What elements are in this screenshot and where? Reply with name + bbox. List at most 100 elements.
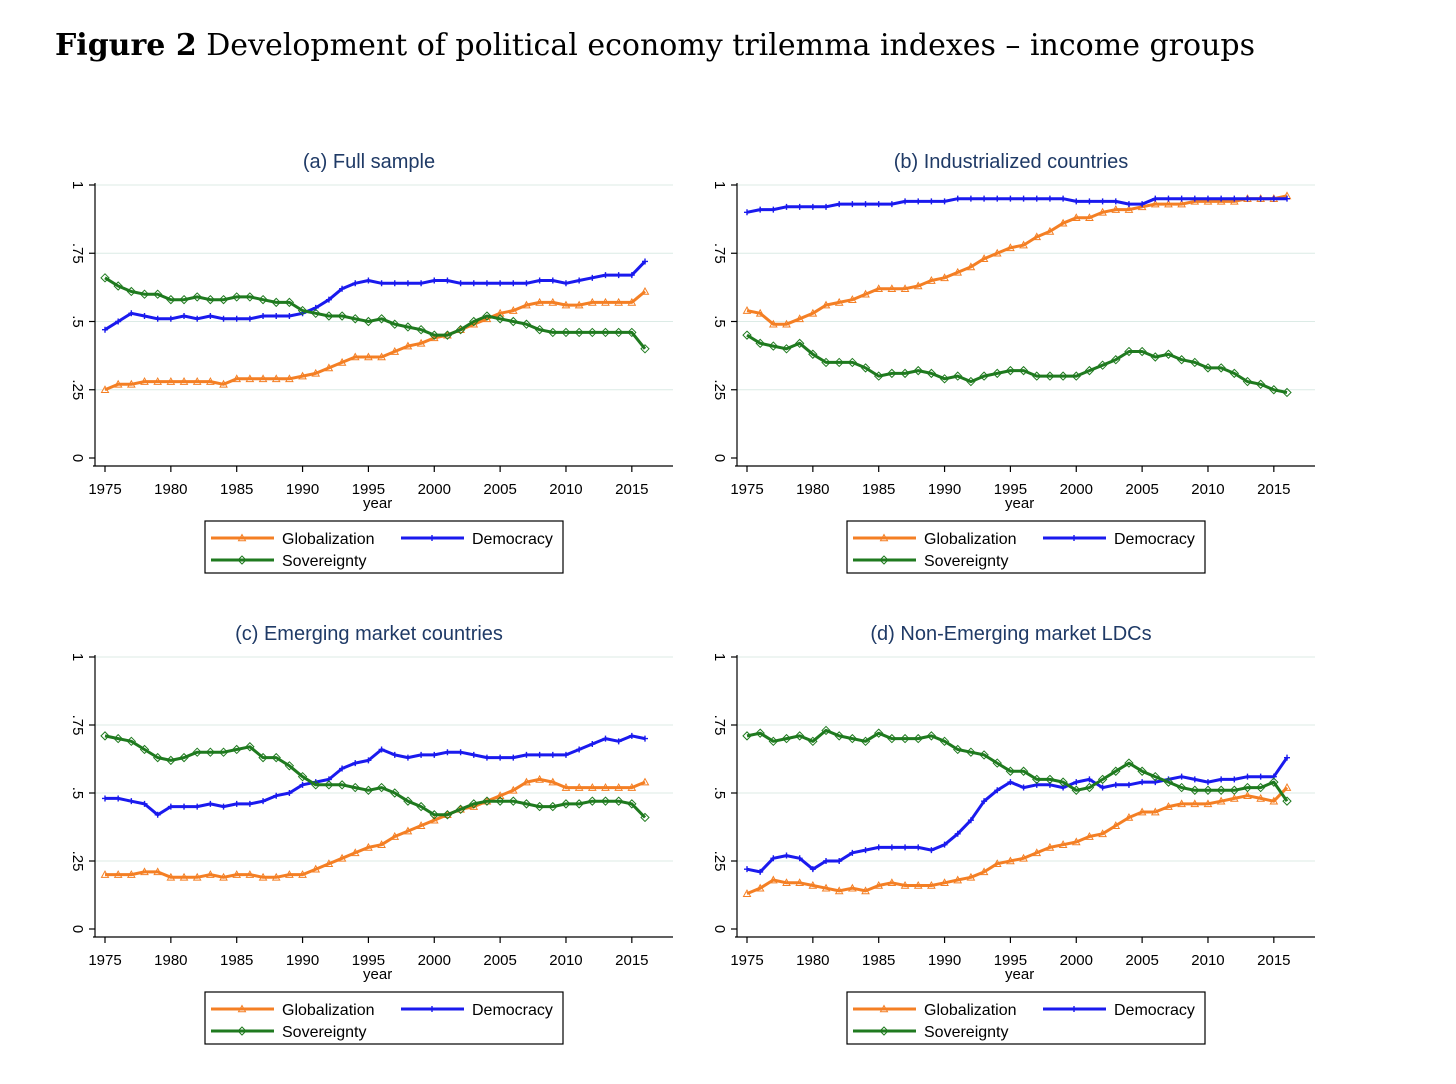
sovereignty-point [939,736,950,747]
sovereignty-point [311,308,321,319]
sovereignty-point [860,363,871,373]
legend-label-democracy: Democracy [472,531,553,548]
democracy-point [1270,195,1277,202]
globalization-point [416,338,426,347]
democracy-point [823,203,830,210]
y-tick-label: 1 [69,653,86,661]
globalization-point [403,826,413,835]
democracy-line [746,756,1289,874]
globalization-point [1032,848,1042,857]
democracy-point [809,866,816,873]
democracy-point [915,844,922,851]
democracy-point [1244,773,1251,780]
globalization-point [548,777,558,786]
sovereignty-point [166,755,176,766]
democracy-point [246,315,253,322]
globalization-point [192,377,202,385]
sovereignty-point [600,796,611,806]
globalization-point [113,379,123,388]
legend-box [846,991,1206,1045]
democracy-point [299,781,306,788]
sovereignty-point [1255,379,1266,389]
globalization-point [887,284,897,293]
democracy-point [510,280,517,287]
sovereignty-line [746,333,1288,394]
legend-marker-democracy [429,1006,435,1012]
globalization-point [561,783,571,791]
globalization-point [953,267,963,276]
globalization-point [126,870,136,878]
y-tick-label: .75 [711,243,728,264]
x-tick-label: 1975 [88,481,121,498]
globalization-point [821,300,831,309]
sovereignty-point [1032,774,1042,785]
democracy-point [339,765,346,772]
sovereignty-point [271,297,281,308]
democracy-point [615,272,622,279]
globalization-point [1177,799,1186,808]
sovereignty-point [508,796,518,806]
democracy-point [365,757,372,764]
sovereignty-point [390,788,400,798]
globalization-point [153,377,163,385]
globalization-point [535,297,544,306]
x-tick-label: 2000 [1060,952,1093,969]
democracy-point [1257,773,1264,780]
globalization-point [1045,842,1055,851]
globalization-point [232,870,242,878]
legend-marker-sovereignty [879,1026,889,1036]
sovereignty-point [166,294,176,305]
sovereignty-point [1242,782,1253,793]
globalization-point [848,295,857,303]
globalization-point [1006,856,1015,865]
democracy-point [431,277,438,284]
globalization-point [192,872,202,881]
sovereignty-point [442,810,453,820]
globalization-point [403,341,413,350]
sovereignty-point [953,371,963,381]
sovereignty-point [152,752,163,763]
globalization-point [587,297,597,306]
x-tick-label: 1980 [154,481,187,498]
democracy-point [1204,195,1211,202]
sovereignty-point [376,314,387,324]
x-tick-label: 2015 [1257,952,1290,969]
x-tick-label: 1990 [286,952,319,969]
democracy-point [757,868,764,875]
democracy-point [1020,784,1027,791]
globalization-point [140,867,149,876]
democracy-point [744,866,750,873]
democracy-point [391,751,398,758]
sovereignty-point [1150,771,1160,782]
series-democracy [102,732,648,818]
sovereignty-point [900,733,910,744]
globalization-point [992,248,1002,257]
democracy-point [444,749,451,756]
globalization-point [834,297,844,306]
democracy-point [1099,198,1106,205]
globalization-point [1058,218,1068,227]
sovereignty-point [232,292,242,302]
democracy-point [483,280,490,287]
sovereignty-point [403,322,413,332]
sovereignty-point [1124,346,1134,357]
globalization-point [1190,799,1200,808]
x-tick-label: 2015 [1257,481,1290,498]
sovereignty-point [755,338,765,349]
democracy-point [888,201,895,208]
globalization-point [601,297,610,306]
x-tick-label: 2010 [549,952,582,969]
democracy-point [207,800,214,807]
globalization-point [742,889,752,897]
democracy-point [602,272,609,279]
globalization-point [1124,812,1134,821]
sovereignty-point [1150,352,1160,362]
y-tick-label: .25 [69,851,86,872]
sovereignty-point [587,327,598,338]
legend-label-democracy: Democracy [1114,531,1195,548]
legend-label-globalization: Globalization [924,1002,1017,1019]
globalization-point [966,262,976,271]
x-tick-label: 1975 [88,952,121,969]
democracy-point [549,751,556,758]
democracy-point [1152,195,1159,202]
